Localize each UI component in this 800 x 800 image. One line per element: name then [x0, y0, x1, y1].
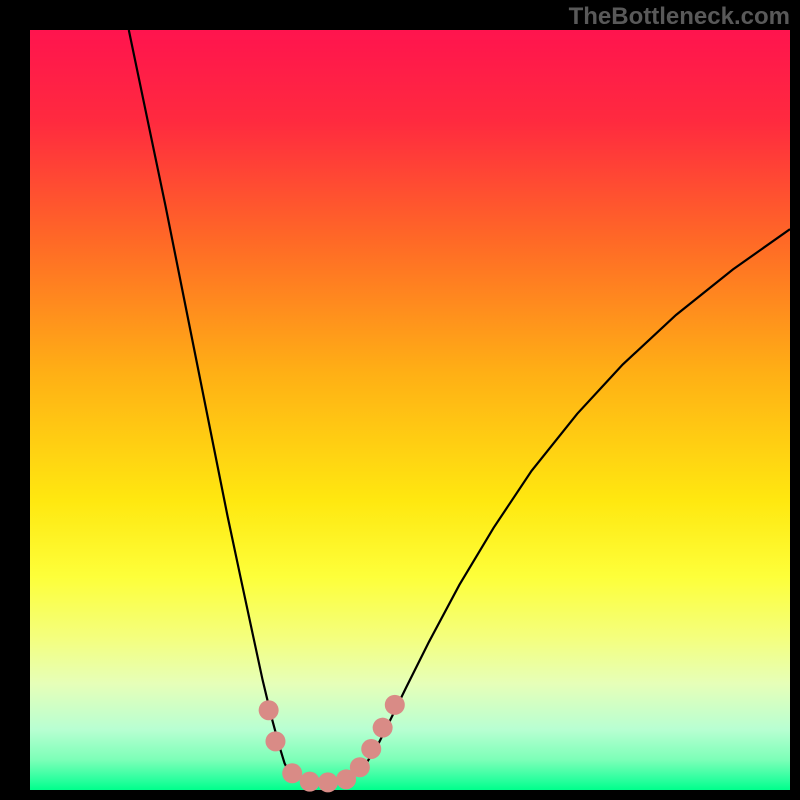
data-marker	[282, 763, 302, 783]
data-marker	[361, 739, 381, 759]
watermark-text: TheBottleneck.com	[569, 3, 790, 31]
data-marker	[265, 731, 285, 751]
data-marker	[259, 700, 279, 720]
data-marker	[300, 772, 320, 792]
plot-background	[30, 30, 790, 790]
data-marker	[350, 757, 370, 777]
data-marker	[373, 718, 393, 738]
data-marker	[318, 772, 338, 792]
bottleneck-chart	[0, 0, 800, 800]
data-marker	[385, 695, 405, 715]
